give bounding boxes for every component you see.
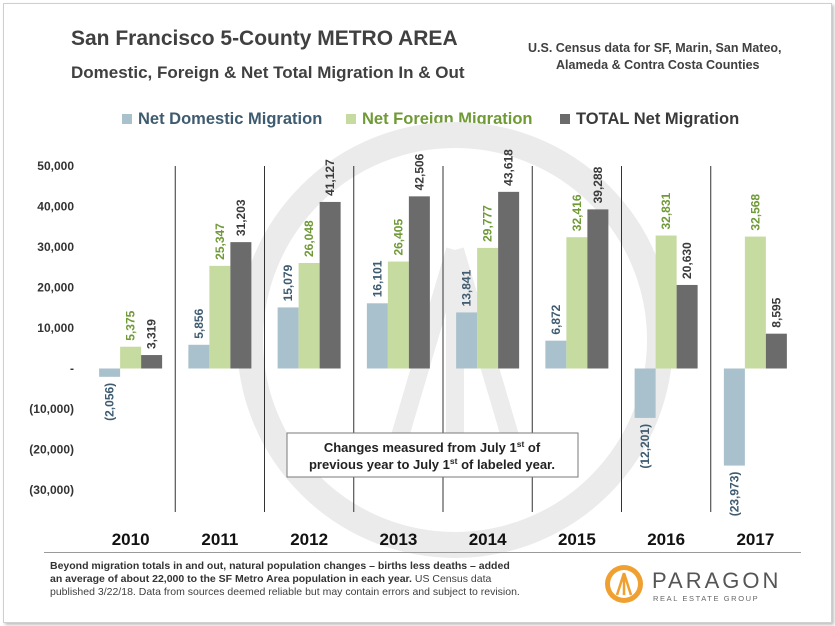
data-label-total: 42,506 xyxy=(412,153,426,190)
annotation-line1b: of xyxy=(524,440,541,455)
bar-foreign-2015 xyxy=(566,237,588,369)
brand-tagline: REAL ESTATE GROUP xyxy=(653,594,760,603)
annotation-line1a: Changes measured from July 1 xyxy=(324,440,517,455)
bar-foreign-2010 xyxy=(120,346,142,369)
y-tick-label: 20,000 xyxy=(37,281,74,295)
bar-domestic-2012 xyxy=(277,307,299,369)
chart-title: San Francisco 5-County METRO AREA xyxy=(71,27,458,50)
x-tick-label: 2013 xyxy=(379,530,417,549)
data-label-foreign: 32,568 xyxy=(748,194,762,231)
data-label-domestic: 5,856 xyxy=(192,308,206,338)
bar-foreign-2014 xyxy=(477,247,499,369)
svg-text:previous year to July 1st of l: previous year to July 1st of labeled yea… xyxy=(309,456,555,472)
bar-total-2011 xyxy=(230,242,252,369)
footer-note: Beyond migration totals in and out, natu… xyxy=(50,560,520,599)
legend-foreign: Net Foreign Migration xyxy=(346,109,533,129)
data-label-foreign: 5,375 xyxy=(124,310,138,340)
data-label-total: 39,288 xyxy=(591,166,605,203)
legend-swatch-foreign xyxy=(346,114,356,124)
bar-total-2017 xyxy=(765,333,787,369)
legend-swatch-total xyxy=(560,114,570,124)
data-label-foreign: 32,831 xyxy=(659,193,673,230)
bar-domestic-2011 xyxy=(188,344,210,369)
x-tick-label: 2011 xyxy=(201,530,238,549)
annotation-line2b: of labeled year. xyxy=(457,457,555,472)
data-label-foreign: 29,777 xyxy=(481,205,495,242)
legend-label-foreign: Net Foreign Migration xyxy=(362,109,533,128)
x-tick-label: 2017 xyxy=(736,530,774,549)
data-label-foreign: 26,405 xyxy=(391,219,405,256)
bar-domestic-2017 xyxy=(723,368,745,466)
data-label-foreign: 25,347 xyxy=(213,223,227,260)
data-label-domestic: 13,841 xyxy=(460,269,474,306)
data-label-domestic: 6,872 xyxy=(549,304,563,334)
annotation-line2-sup: st xyxy=(450,456,458,466)
legend-label-total: TOTAL Net Migration xyxy=(576,109,740,128)
data-label-domestic: 15,079 xyxy=(281,264,295,301)
data-label-total: 8,595 xyxy=(769,297,783,327)
paragon-logo-icon xyxy=(605,565,643,603)
legend-swatch-domestic xyxy=(122,114,132,124)
y-tick-label: (10,000) xyxy=(29,402,74,416)
data-label-total: 3,319 xyxy=(145,319,159,349)
footer-note-rest: US Census data published 3/22/18. Data f… xyxy=(50,573,520,598)
bar-total-2016 xyxy=(676,284,698,369)
chart-annotation: Changes measured from July 1st of previo… xyxy=(286,432,579,478)
bar-total-2012 xyxy=(319,201,341,369)
x-tick-label: 2015 xyxy=(558,530,596,549)
bar-domestic-2013 xyxy=(366,303,388,369)
annotation-line1-sup: st xyxy=(517,439,525,449)
data-label-foreign: 26,048 xyxy=(302,220,316,257)
y-tick-label: 30,000 xyxy=(37,240,74,254)
bar-domestic-2010 xyxy=(99,368,121,377)
x-tick-label: 2016 xyxy=(647,530,685,549)
bar-total-2010 xyxy=(141,355,163,369)
data-label-total: 41,127 xyxy=(323,159,337,196)
y-tick-label: 10,000 xyxy=(37,321,74,335)
y-tick-label: (30,000) xyxy=(29,483,74,497)
y-tick-label: - xyxy=(70,362,74,376)
data-label-domestic: (2,056) xyxy=(103,383,117,421)
legend-domestic: Net Domestic Migration xyxy=(122,109,322,129)
data-label-foreign: 32,416 xyxy=(570,194,584,231)
x-tick-label: 2014 xyxy=(469,530,507,549)
bar-domestic-2014 xyxy=(456,312,478,369)
svg-text:Changes measured from July 1st: Changes measured from July 1st of xyxy=(324,439,541,455)
legend-label-domestic: Net Domestic Migration xyxy=(138,109,323,128)
x-tick-label: 2010 xyxy=(112,530,150,549)
data-label-domestic: 16,101 xyxy=(370,260,384,297)
bar-foreign-2013 xyxy=(387,261,409,369)
data-label-domestic: (12,201) xyxy=(638,424,652,469)
source-note-line2: Alameda & Contra Costa Counties xyxy=(556,58,760,72)
bar-foreign-2016 xyxy=(655,235,677,369)
bar-domestic-2015 xyxy=(545,340,567,369)
footer-note-bold: Beyond migration totals in and out, natu… xyxy=(50,560,510,585)
bar-foreign-2012 xyxy=(298,263,320,369)
data-label-total: 31,203 xyxy=(234,199,248,236)
bar-domestic-2016 xyxy=(634,368,656,418)
data-label-domestic: (23,973) xyxy=(727,472,741,517)
bar-foreign-2011 xyxy=(209,265,231,369)
brand-name: PARAGON xyxy=(652,568,782,593)
x-tick-label: 2012 xyxy=(290,530,328,549)
source-note-line1: U.S. Census data for SF, Marin, San Mate… xyxy=(528,41,782,55)
legend-total: TOTAL Net Migration xyxy=(560,109,739,129)
data-label-total: 43,618 xyxy=(502,149,516,186)
y-tick-label: 40,000 xyxy=(37,200,74,214)
bar-total-2015 xyxy=(587,209,609,369)
bar-total-2014 xyxy=(498,191,520,369)
footer-divider xyxy=(44,552,801,553)
bar-foreign-2017 xyxy=(744,236,766,369)
annotation-line2a: previous year to July 1 xyxy=(309,457,450,472)
chart-subtitle: Domestic, Foreign & Net Total Migration … xyxy=(71,63,465,82)
y-tick-label: 50,000 xyxy=(37,159,74,173)
y-tick-label: (20,000) xyxy=(29,443,74,457)
bar-total-2013 xyxy=(408,196,430,369)
data-label-total: 20,630 xyxy=(680,242,694,279)
